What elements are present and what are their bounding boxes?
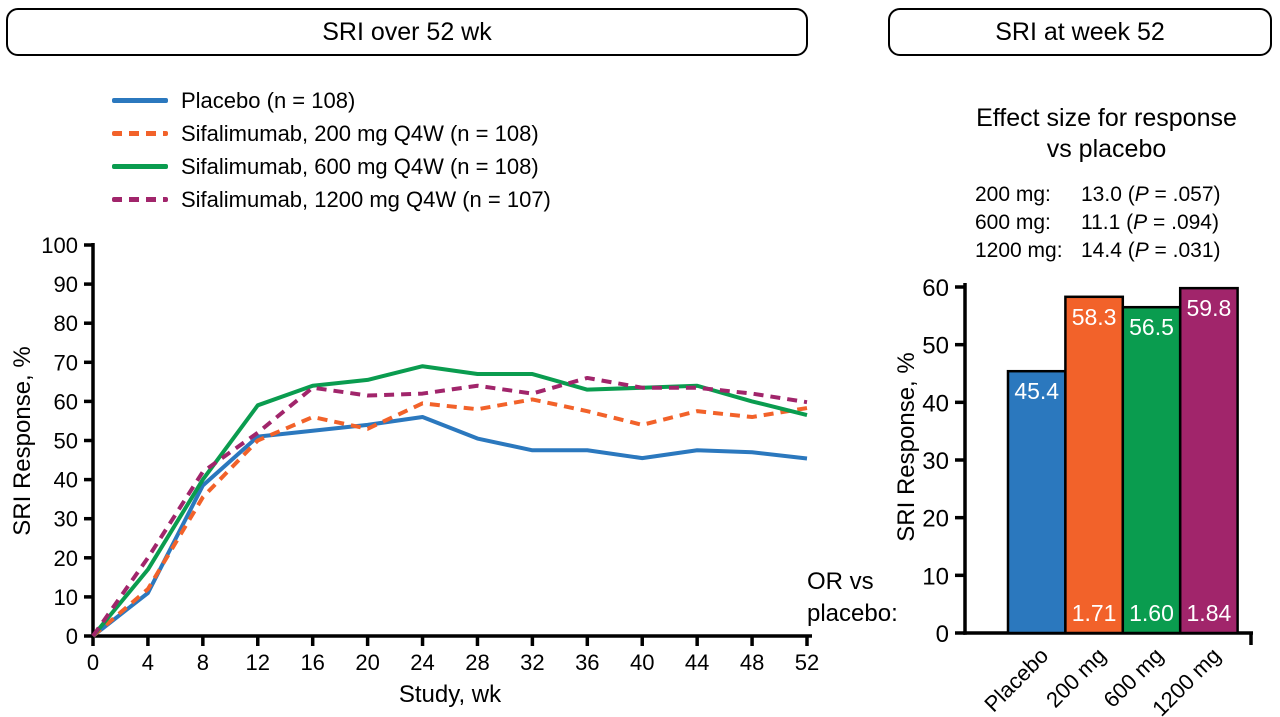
p-value: = .094) <box>1147 211 1219 234</box>
bar-value-label-600-mg: 56.5 <box>1129 314 1174 340</box>
legend-item-200mg: Sifalimumab, 200 mg Q4W (n = 108) <box>112 117 551 150</box>
y-axis-title: SRI Response, % <box>893 352 920 541</box>
effect-size-value: 13.0 (P = .057) <box>1081 181 1221 209</box>
effect-size-number: 14.4 ( <box>1081 239 1135 262</box>
x-tick-label: 44 <box>685 650 709 675</box>
y-tick-label: 20 <box>922 506 949 533</box>
effect-size-dose-label: 600 mg: <box>975 211 1051 234</box>
y-tick-label: 0 <box>936 621 949 648</box>
bar-category-label-200-mg: 200 mg <box>1041 643 1111 713</box>
effect-size-row-1200mg: 1200 mg: 14.4 (P = .031) <box>975 237 1221 265</box>
x-tick-label: 32 <box>520 650 544 675</box>
line-chart-legend: Placebo (n = 108) Sifalimumab, 200 mg Q4… <box>112 84 551 216</box>
effect-size-row-600mg: 600 mg: 11.1 (P = .094) <box>975 209 1221 237</box>
legend-label: Placebo (n = 108) <box>181 87 356 113</box>
p-symbol: P <box>1134 183 1149 206</box>
y-tick-label: 30 <box>54 507 78 532</box>
p-symbol: P <box>1133 211 1148 234</box>
y-tick-label: 50 <box>922 333 949 360</box>
effect-size-dose-label: 1200 mg: <box>975 239 1063 262</box>
x-tick-label: 36 <box>575 650 599 675</box>
bar-value-label-1200-mg: 59.8 <box>1187 295 1232 321</box>
y-tick-label: 100 <box>41 233 78 258</box>
effect-size-table: 200 mg: 13.0 (P = .057) 600 mg: 11.1 (P … <box>975 181 1221 265</box>
y-axis-title: SRI Response, % <box>9 346 36 535</box>
effect-size-value: 11.1 (P = .094) <box>1081 209 1219 237</box>
bar-value-label-placebo: 45.4 <box>1014 378 1059 404</box>
x-tick-label: 40 <box>630 650 654 675</box>
effect-size-value: 14.4 (P = .031) <box>1081 237 1221 265</box>
y-tick-label: 30 <box>922 448 949 475</box>
x-tick-label: 28 <box>465 650 489 675</box>
y-tick-label: 50 <box>54 429 78 454</box>
legend-label: Sifalimumab, 1200 mg Q4W (n = 107) <box>181 186 551 212</box>
right-panel-title-box: SRI at week 52 <box>888 8 1272 56</box>
legend-item-1200mg: Sifalimumab, 1200 mg Q4W (n = 107) <box>112 183 551 216</box>
legend-item-600mg: Sifalimumab, 600 mg Q4W (n = 108) <box>112 150 551 183</box>
y-tick-label: 10 <box>54 585 78 610</box>
annotation-line-2: placebo: <box>807 600 898 627</box>
x-tick-label: 20 <box>355 650 379 675</box>
bar-or-label-600-mg: 1.60 <box>1129 600 1174 626</box>
bar-category-label-placebo: Placebo <box>979 643 1053 717</box>
effect-size-number: 13.0 ( <box>1081 183 1135 206</box>
bar-200-mg <box>1064 295 1125 635</box>
legend-line-swatch-1200mg <box>112 197 168 202</box>
y-tick-label: 60 <box>922 275 949 302</box>
x-tick-label: 24 <box>410 650 434 675</box>
x-tick-label: 0 <box>87 650 99 675</box>
p-value: = .031) <box>1148 239 1221 262</box>
legend-line-swatch-200mg <box>112 131 168 136</box>
x-tick-label: 8 <box>197 650 209 675</box>
legend-item-placebo: Placebo (n = 108) <box>112 84 551 117</box>
series-line-200mg <box>91 397 808 638</box>
y-tick-label: 40 <box>54 468 78 493</box>
left-panel-title: SRI over 52 wk <box>322 17 492 46</box>
y-tick-label: 20 <box>54 546 78 571</box>
x-tick-label: 16 <box>300 650 324 675</box>
effect-size-dose-label: 200 mg: <box>975 183 1051 206</box>
x-tick-label: 12 <box>246 650 270 675</box>
bar-value-label-200-mg: 58.3 <box>1072 304 1117 330</box>
p-value: = .057) <box>1148 183 1221 206</box>
x-tick-label: 48 <box>740 650 764 675</box>
legend-label: Sifalimumab, 200 mg Q4W (n = 108) <box>181 120 539 146</box>
annotation-line-1: OR vs <box>807 568 874 595</box>
y-tick-label: 10 <box>922 563 949 590</box>
y-tick-label: 70 <box>54 350 78 375</box>
legend-line-swatch-placebo <box>112 98 168 103</box>
bar-600-mg <box>1121 305 1182 635</box>
bar-chart: 0 10 20 30 40 50 60 SRI Response, % 45.4 Placebo 5… <box>893 275 1253 717</box>
y-tick-label: 40 <box>922 390 949 417</box>
y-tick-label: 0 <box>66 624 78 649</box>
right-panel-title: SRI at week 52 <box>995 17 1165 46</box>
left-panel-title-box: SRI over 52 wk <box>6 8 808 56</box>
x-tick-label: 52 <box>795 650 819 675</box>
effect-size-number: 11.1 ( <box>1081 211 1134 234</box>
bar-1200-mg <box>1178 286 1239 635</box>
bar-or-label-200-mg: 1.71 <box>1072 600 1117 626</box>
bar-placebo <box>1006 369 1067 635</box>
y-tick-label: 60 <box>54 389 78 414</box>
y-tick-label: 80 <box>54 311 78 336</box>
series-line-1200mg <box>91 375 808 638</box>
x-axis-title: Study, wk <box>399 681 502 708</box>
y-tick-label: 90 <box>54 272 78 297</box>
p-symbol: P <box>1134 239 1149 262</box>
bar-or-label-1200-mg: 1.84 <box>1187 600 1232 626</box>
x-tick-label: 4 <box>142 650 154 675</box>
effect-size-row-200mg: 200 mg: 13.0 (P = .057) <box>975 181 1221 209</box>
effect-size-title-line-1: Effect size for response <box>976 104 1237 132</box>
effect-size-title: Effect size for response vs placebo <box>930 103 1280 165</box>
legend-label: Sifalimumab, 600 mg Q4W (n = 108) <box>181 153 539 179</box>
effect-size-title-line-2: vs placebo <box>1046 135 1167 163</box>
legend-line-swatch-600mg <box>112 164 168 169</box>
or-vs-placebo-annotation: OR vs placebo: <box>807 566 898 630</box>
series-line-placebo <box>91 415 808 638</box>
